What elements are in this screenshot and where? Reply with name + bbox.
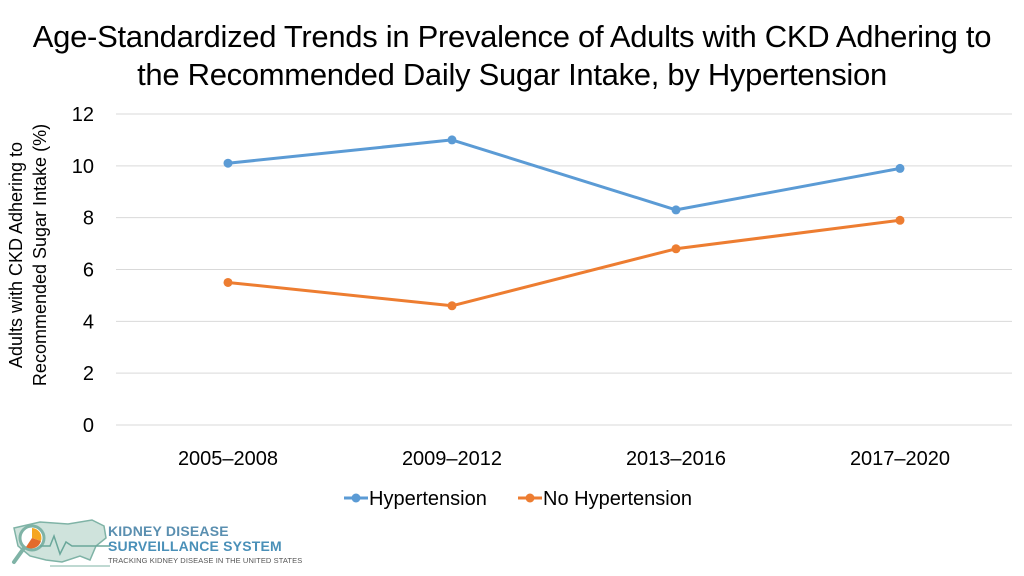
y-axis-ticks: 0 2 4 6 8 10 12 bbox=[72, 104, 94, 437]
data-point bbox=[895, 215, 905, 225]
legend-label: Hypertension bbox=[369, 488, 487, 510]
logo-line-3: TRACKING KIDNEY DISEASE IN THE UNITED ST… bbox=[108, 556, 303, 565]
chart-title-line-2: the Recommended Daily Sugar Intake, by H… bbox=[137, 57, 887, 92]
line-chart: 0 2 4 6 8 10 12 2005–2008 2009–2012 2013–2016 201… bbox=[6, 104, 1012, 510]
series-no-hypertension bbox=[223, 215, 905, 311]
y-tick-label: 8 bbox=[83, 208, 94, 230]
legend-swatch-marker bbox=[351, 493, 361, 503]
x-tick-label: 2017–2020 bbox=[850, 448, 950, 470]
data-point bbox=[671, 205, 681, 215]
legend-item: No Hypertension bbox=[518, 488, 692, 510]
data-point bbox=[223, 158, 233, 168]
legend: Hypertension No Hypertension bbox=[344, 488, 692, 510]
y-axis-label-line-2: Recommended Sugar Intake (%) bbox=[30, 124, 50, 386]
data-point bbox=[223, 277, 233, 287]
data-point bbox=[671, 244, 681, 254]
series-line bbox=[226, 138, 902, 212]
y-tick-label: 4 bbox=[83, 311, 94, 333]
y-tick-label: 10 bbox=[72, 156, 94, 178]
x-axis-ticks: 2005–2008 2009–2012 2013–2016 2017–2020 bbox=[178, 448, 950, 470]
chart-title-line-1: Age-Standardized Trends in Prevalence of… bbox=[32, 19, 992, 54]
us-map-logo-icon bbox=[12, 519, 110, 567]
data-point bbox=[895, 163, 905, 173]
x-tick-label: 2013–2016 bbox=[626, 448, 726, 470]
logo-line-1: KIDNEY DISEASE bbox=[108, 523, 229, 539]
y-axis-label-line-1: Adults with CKD Adhering to bbox=[6, 142, 26, 368]
y-tick-label: 2 bbox=[83, 363, 94, 385]
y-tick-label: 12 bbox=[72, 104, 94, 126]
y-tick-label: 0 bbox=[83, 415, 94, 437]
gridlines bbox=[116, 113, 1012, 426]
legend-item: Hypertension bbox=[344, 488, 487, 510]
ksds-logo: KIDNEY DISEASE SURVEILLANCE SYSTEM TRACK… bbox=[10, 516, 303, 572]
series-group bbox=[223, 135, 905, 311]
data-point bbox=[447, 301, 457, 311]
legend-label: No Hypertension bbox=[543, 488, 692, 510]
legend-swatch-marker bbox=[525, 493, 535, 503]
chart-title: Age-Standardized Trends in Prevalence of… bbox=[0, 18, 1024, 94]
series-hypertension bbox=[223, 135, 905, 215]
y-tick-label: 6 bbox=[83, 260, 94, 282]
x-tick-label: 2009–2012 bbox=[402, 448, 502, 470]
x-tick-label: 2005–2008 bbox=[178, 448, 278, 470]
series-line bbox=[226, 218, 902, 308]
y-axis-label: Adults with CKD Adhering to Recommended … bbox=[6, 124, 50, 386]
logo-line-2: SURVEILLANCE SYSTEM bbox=[108, 538, 282, 554]
data-point bbox=[447, 135, 457, 145]
